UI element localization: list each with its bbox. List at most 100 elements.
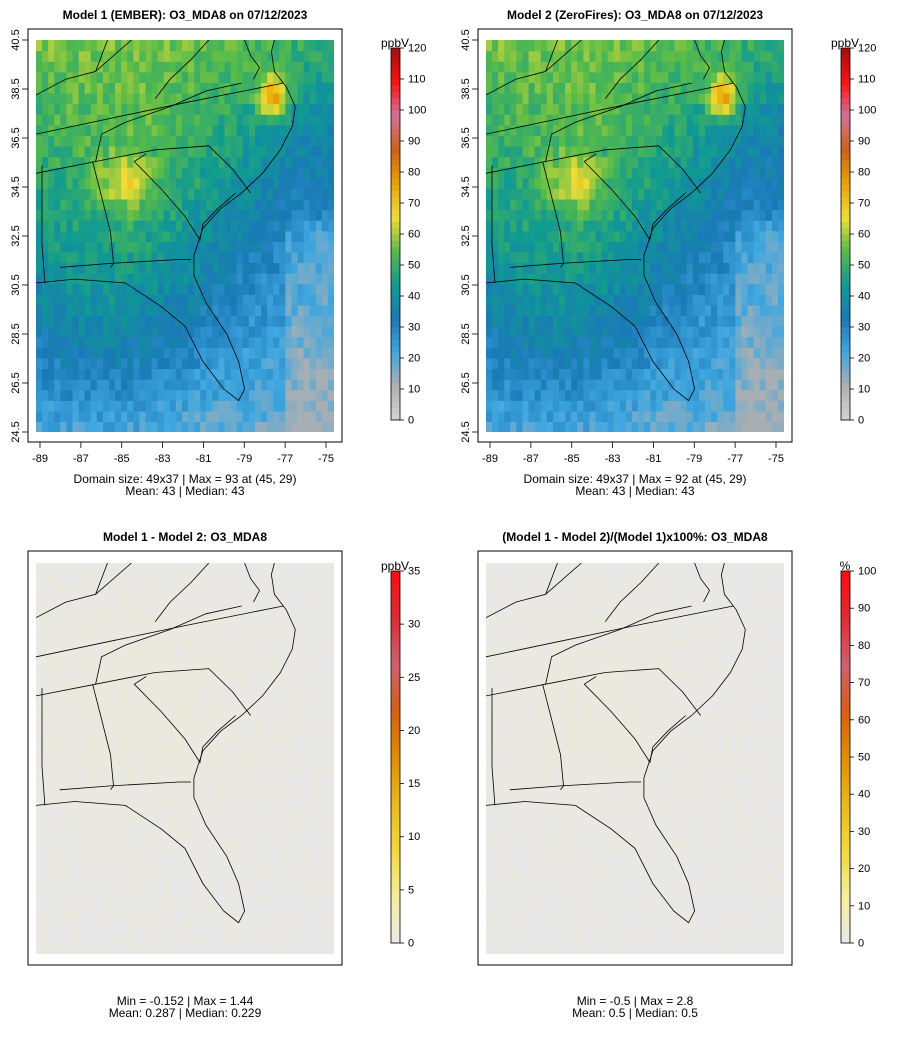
grid-cell [753, 410, 761, 422]
grid-cell [72, 658, 80, 670]
grid-cell [66, 389, 74, 401]
grid-cell [108, 679, 116, 691]
grid-cell [577, 336, 584, 348]
grid-cell [765, 283, 773, 295]
grid-cell [218, 230, 226, 242]
grid-cell [619, 336, 627, 348]
grid-cell [492, 273, 499, 285]
grid-cell [42, 679, 49, 691]
grid-cell [735, 114, 743, 126]
grid-cell [181, 668, 189, 680]
grid-cell [267, 347, 274, 359]
grid-cell [66, 689, 74, 701]
grid-cell [236, 679, 244, 691]
grid-cell [735, 347, 743, 359]
grid-cell [601, 167, 609, 179]
grid-cell [108, 410, 116, 422]
grid-cell [498, 103, 505, 115]
grid-cell [303, 774, 311, 786]
grid-cell [194, 188, 201, 200]
grid-cell [133, 336, 140, 348]
grid-cell [303, 421, 311, 432]
grid-cell [279, 326, 286, 338]
grid-cell [127, 368, 134, 380]
grid-cell [315, 421, 323, 432]
grid-cell [625, 167, 633, 179]
grid-cell [230, 901, 238, 913]
grid-cell [96, 869, 104, 881]
grid-cell [577, 251, 584, 264]
grid-cell [133, 40, 140, 52]
grid-cell [218, 347, 226, 359]
grid-cell [285, 421, 293, 432]
grid-cell [565, 241, 572, 253]
grid-cell [236, 156, 244, 168]
grid-cell [650, 251, 657, 264]
grid-cell [522, 251, 530, 264]
grid-cell [571, 357, 578, 370]
grid-cell [218, 827, 226, 839]
grid-cell [78, 262, 86, 274]
grid-cell [546, 82, 554, 94]
grid-cell [291, 82, 299, 94]
grid-cell [200, 869, 207, 881]
grid-cell [254, 753, 262, 765]
grid-cell [212, 315, 220, 327]
grid-cell [285, 742, 293, 754]
grid-cell [765, 61, 773, 73]
grid-cell [327, 220, 334, 232]
grid-cell [181, 880, 189, 892]
grid-cell [72, 679, 80, 691]
grid-cell [48, 92, 55, 105]
grid-cell [601, 177, 609, 189]
grid-cell [175, 294, 183, 306]
grid-cell [668, 198, 676, 211]
grid-cell [321, 700, 329, 712]
grid-cell [650, 241, 657, 253]
grid-cell [777, 357, 784, 370]
grid-cell [297, 795, 305, 807]
grid-cell [115, 230, 122, 242]
grid-cell [674, 220, 682, 232]
grid-cell [540, 82, 548, 94]
grid-cell [729, 304, 736, 317]
grid-cell [510, 92, 518, 105]
grid-cell [151, 721, 159, 733]
grid-cell [200, 262, 207, 274]
grid-cell [327, 114, 334, 126]
grid-cell [327, 932, 334, 945]
grid-cell [607, 61, 615, 73]
grid-cell [48, 209, 55, 221]
grid-cell [674, 209, 682, 221]
grid-cell [90, 61, 98, 73]
grid-cell [546, 114, 554, 126]
grid-cell [212, 774, 220, 786]
grid-cell [36, 400, 43, 412]
grid-cell [254, 848, 262, 860]
grid-cell [315, 901, 323, 913]
grid-cell [96, 167, 104, 179]
grid-cell [303, 315, 311, 327]
grid-cell [522, 315, 530, 327]
grid-cell [115, 262, 122, 274]
grid-cell [267, 326, 274, 338]
grid-cell [504, 61, 511, 73]
grid-cell [717, 71, 724, 83]
grid-cell [680, 410, 688, 422]
grid-cell [236, 742, 244, 754]
grid-cell [102, 114, 110, 126]
grid-cell [96, 71, 104, 83]
grid-cell [285, 753, 293, 765]
grid-cell [236, 668, 244, 680]
grid-cell [188, 732, 195, 744]
grid-cell [133, 858, 140, 871]
grid-cell [248, 283, 256, 295]
grid-cell [115, 71, 122, 83]
grid-cell [139, 326, 147, 338]
grid-cell [108, 742, 116, 754]
grid-cell [188, 890, 195, 902]
grid-cell [169, 679, 177, 691]
grid-cell [510, 421, 518, 432]
grid-cell [139, 209, 147, 221]
grid-cell [115, 315, 122, 327]
